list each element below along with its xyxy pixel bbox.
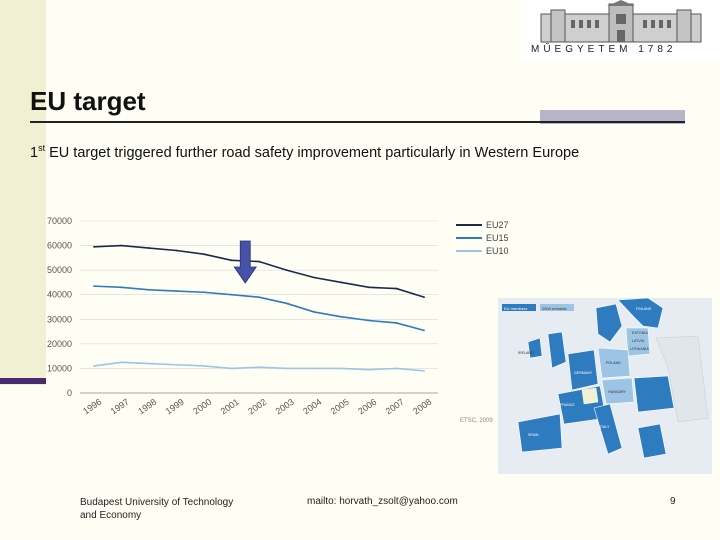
map-label-hungary: HUNGARY (608, 390, 627, 394)
left-accent-bar-bottom (0, 378, 46, 384)
data-point (93, 365, 95, 367)
legend-label: EU15 (486, 233, 508, 243)
map-label-italy: ITALY (600, 425, 610, 429)
data-point (203, 365, 205, 367)
x-tick-label: 1996 (81, 397, 103, 417)
x-tick-label: 2007 (384, 397, 406, 417)
data-point (340, 281, 343, 284)
y-tick-label: 0 (67, 388, 72, 398)
data-point (120, 244, 123, 247)
data-point (395, 287, 398, 290)
page-number: 9 (670, 496, 676, 507)
x-tick-label: 1999 (164, 397, 186, 417)
map-label-ireland: IRELAND (518, 351, 534, 355)
data-point (313, 311, 315, 313)
data-point (285, 367, 288, 370)
map-label-spain: SPAIN (528, 433, 539, 437)
x-tick-label: 1997 (109, 397, 131, 417)
data-point (340, 315, 343, 318)
y-tick-label: 40000 (47, 290, 72, 300)
data-point (148, 247, 150, 249)
subtitle-superscript: st (38, 143, 46, 153)
map-label-latvia: LATVIA (632, 339, 645, 343)
subtitle-text: EU target triggered further road safety … (45, 144, 580, 161)
map-label-poland: POLAND (606, 361, 621, 365)
data-point (395, 367, 398, 370)
data-point (230, 293, 233, 296)
arrow-down-icon (233, 240, 258, 284)
road-fatalities-line-chart: 0 10000 20000 30000 40000 50000 60000 70000 1996… (47, 216, 508, 417)
y-tick-label: 20000 (47, 339, 72, 349)
legend-label: EU27 (486, 220, 508, 230)
data-point (313, 276, 315, 279)
data-point (93, 285, 95, 288)
data-point (368, 368, 370, 371)
data-point (230, 367, 233, 370)
logo-text: MŰEGYETEM 1782 (531, 44, 677, 55)
y-tick-label: 30000 (47, 314, 72, 324)
x-tick-label: 2008 (411, 397, 433, 417)
data-point (423, 296, 425, 299)
y-tick-label: 70000 (47, 216, 72, 226)
title-underline (30, 121, 685, 123)
x-tick-label: 2000 (191, 397, 213, 417)
data-point (285, 302, 288, 305)
y-tick-label: 10000 (47, 363, 72, 373)
slide-title: EU target (30, 86, 146, 116)
source-note: ETSC, 2009 (460, 418, 493, 424)
data-point (120, 286, 123, 289)
title-accent-block (540, 110, 685, 124)
map-label-finland: FINLAND (636, 307, 652, 311)
y-tick-label: 60000 (47, 241, 72, 251)
data-point (230, 259, 233, 262)
map-label-germany: GERMANY (574, 371, 593, 375)
data-point (175, 249, 178, 252)
data-point (340, 367, 343, 370)
data-point (148, 288, 150, 291)
footer-institution: Budapest University of Technology and Ec… (80, 497, 234, 521)
data-point (203, 253, 205, 256)
university-logo: MŰEGYETEM 1782 (521, 0, 720, 62)
data-point (368, 319, 370, 322)
building-icon (540, 0, 702, 43)
x-tick-label: 2004 (301, 397, 323, 417)
legend-label: EU10 (486, 246, 508, 256)
europe-map-icon: EU members 2004 entrants IRELAND FRANCE … (502, 298, 709, 459)
data-point (120, 361, 123, 364)
x-tick-label: 2003 (274, 397, 296, 417)
subtitle-prefix: 1 (30, 144, 39, 161)
left-accent-bar (0, 0, 46, 385)
data-point (258, 260, 260, 263)
x-tick-label: 2005 (329, 397, 351, 417)
slide-subtitle: 1st EU target triggered further road saf… (30, 143, 579, 161)
data-point (258, 296, 260, 299)
data-point (93, 245, 95, 248)
x-tick-label: 1998 (136, 397, 158, 417)
data-point (395, 322, 398, 324)
map-label-estonia: ESTONIA (632, 331, 648, 335)
data-point (175, 290, 178, 292)
data-point (203, 291, 205, 294)
map-label-france: FRANCE (560, 403, 575, 407)
map-legend-eu: EU members (504, 306, 527, 311)
data-point (423, 369, 425, 372)
data-point (285, 269, 288, 272)
data-point (368, 286, 370, 289)
data-point (148, 362, 150, 365)
y-tick-label: 50000 (47, 265, 72, 275)
map-label-lithuania: LITHUANIA (630, 347, 649, 351)
eu-map: EU members 2004 entrants IRELAND FRANCE … (498, 298, 712, 474)
map-legend-2004: 2004 entrants (542, 306, 566, 311)
data-point (423, 329, 425, 332)
x-tick-label: 2002 (246, 397, 268, 417)
series-line-eu15 (93, 285, 425, 332)
data-point (258, 366, 260, 369)
x-tick-label: 2001 (219, 397, 241, 417)
footer-email-link[interactable]: mailto: horvath_zsolt@yahoo.com (307, 496, 458, 507)
x-tick-label: 2006 (356, 397, 378, 417)
data-point (175, 363, 178, 366)
data-point (313, 367, 315, 370)
